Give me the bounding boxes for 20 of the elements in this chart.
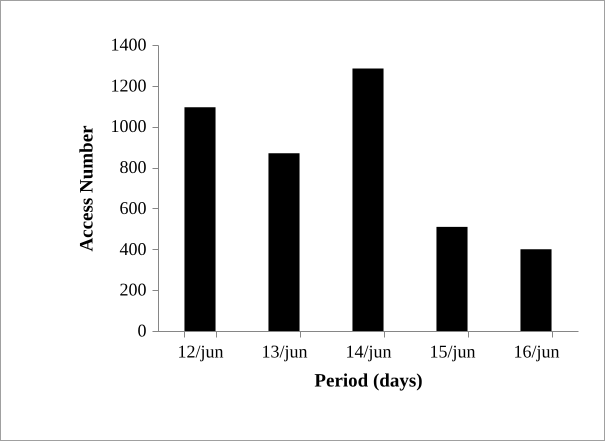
x-tick-label: 14/jun xyxy=(345,342,392,362)
bar xyxy=(520,249,552,331)
y-tick-label: 200 xyxy=(120,280,146,300)
x-tick-label: 16/jun xyxy=(513,342,560,362)
y-axis-title: Access Number xyxy=(76,124,98,252)
y-tick-label: 1400 xyxy=(110,34,146,54)
x-tick-label: 12/jun xyxy=(177,342,224,362)
y-tick-label: 1000 xyxy=(110,116,146,136)
bar xyxy=(184,107,216,331)
y-tick-label: 400 xyxy=(120,238,146,259)
y-tick-label: 0 xyxy=(138,320,146,340)
y-tick-label: 600 xyxy=(120,198,146,218)
bar xyxy=(352,68,384,331)
y-tick-label: 1200 xyxy=(110,75,146,96)
x-tick-label: 15/jun xyxy=(429,342,476,362)
x-axis-title: Period (days) xyxy=(314,370,423,392)
y-tick-label: 800 xyxy=(120,157,146,178)
bar xyxy=(268,153,300,331)
bar xyxy=(436,226,468,331)
x-tick-label: 13/jun xyxy=(261,342,308,362)
